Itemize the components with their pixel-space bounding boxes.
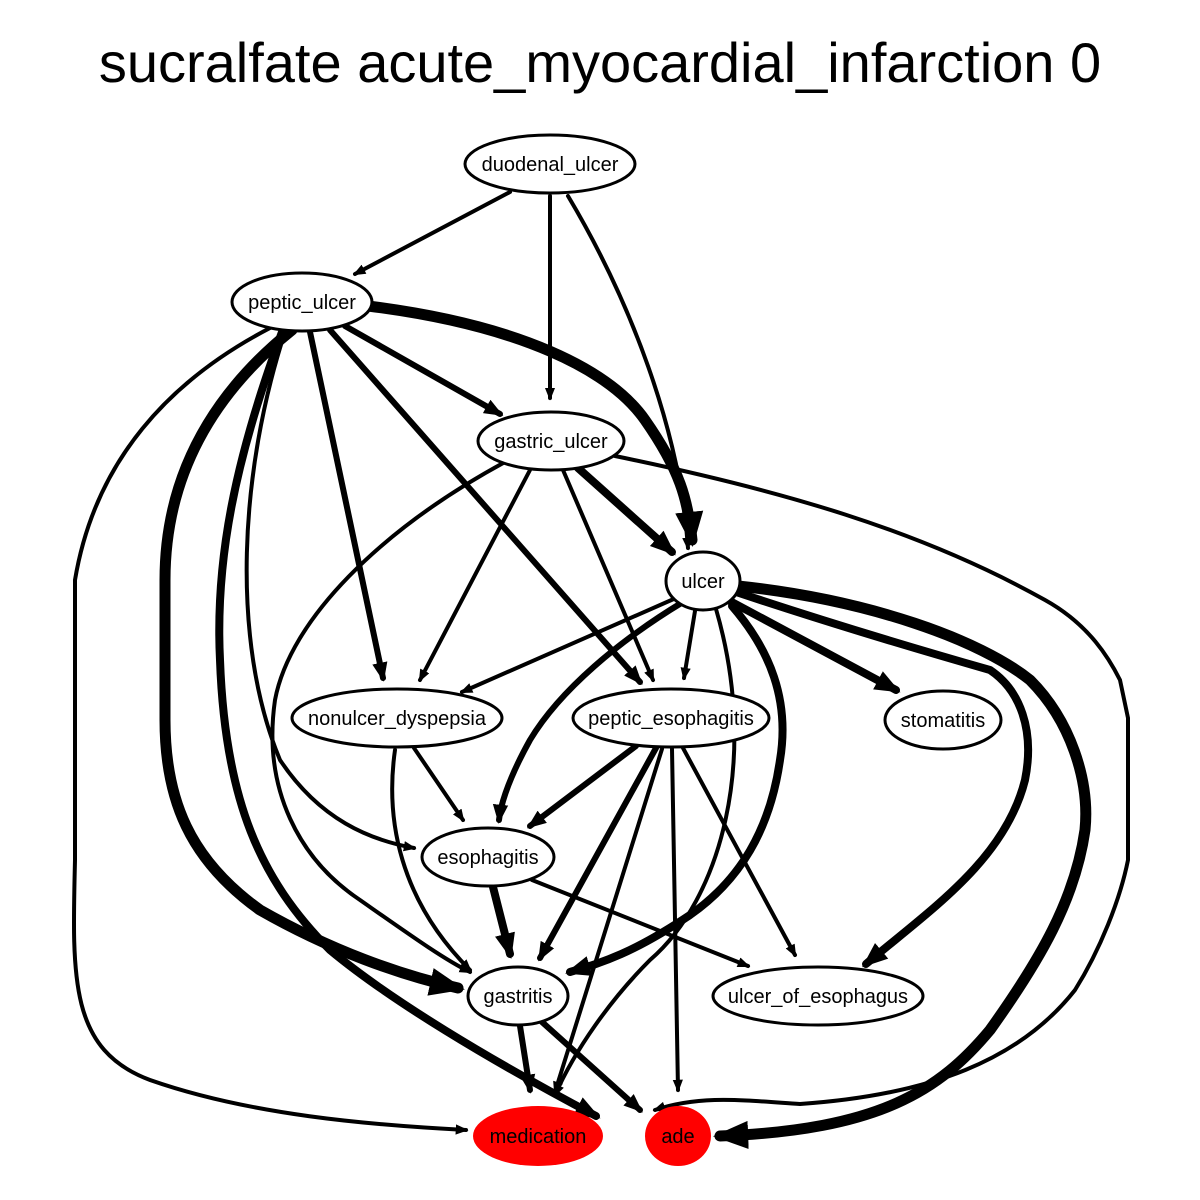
- edge-peptic-esophagitis-to-gastritis: [537, 745, 659, 962]
- node-peptic-esophagitis: peptic_esophagitis: [571, 687, 771, 749]
- node-shape: [466, 965, 570, 1027]
- edge-ulcer-to-medication: [553, 607, 737, 1098]
- edge-peptic-ulcer-to-gastritis: [159, 324, 465, 996]
- edge-peptic-ulcer-to-nonulcer-dyspepsia: [307, 329, 388, 682]
- node-shape: [571, 687, 771, 749]
- node-duodenal-ulcer: duodenal_ulcer: [463, 133, 637, 195]
- edge-esophagitis-to-ulcer-of-esophagus: [530, 878, 751, 968]
- edge-esophagitis-to-gastritis: [489, 883, 515, 959]
- edge-gastritis-to-ade: [539, 1019, 643, 1113]
- edge-peptic-ulcer-to-peptic-esophagitis: [327, 327, 643, 685]
- edge-ulcer-to-peptic-esophagitis: [680, 609, 697, 681]
- edge-gastric-ulcer-to-nonulcer-dyspepsia: [418, 468, 532, 683]
- edge-ulcer-to-stomatitis: [724, 596, 901, 694]
- node-shape: [645, 1106, 711, 1166]
- node-shape: [230, 271, 374, 333]
- edge-peptic-ulcer-to-ulcer: [362, 300, 704, 548]
- edge-peptic-esophagitis-to-medication: [553, 747, 664, 1095]
- edge-gastric-ulcer-to-gastritis: [270, 460, 507, 974]
- edge-peptic-ulcer-to-medication: [71, 326, 469, 1135]
- node-label: gastritis: [484, 986, 553, 1008]
- edge-ulcer-to-ade: [712, 580, 1092, 1150]
- node-nonulcer-dyspepsia: nonulcer_dyspepsia: [290, 687, 504, 749]
- node-label: ade: [661, 1126, 694, 1148]
- node-label: ulcer: [681, 571, 725, 593]
- node-layer: duodenal_ulcer peptic_ulcer gastric_ulceru…: [230, 133, 1003, 1166]
- edge-peptic-esophagitis-to-ulcer-of-esophagus: [681, 746, 797, 958]
- node-label: duodenal_ulcer: [482, 154, 619, 176]
- node-gastritis: gastritis: [466, 965, 570, 1027]
- node-shape: [290, 687, 504, 749]
- node-label: stomatitis: [901, 710, 985, 732]
- edge-duodenal-ulcer-to-peptic-ulcer: [352, 190, 512, 276]
- edge-ulcer-to-ulcer-of-esophagus: [729, 587, 1032, 968]
- node-ulcer-of-esophagus: ulcer_of_esophagus: [711, 965, 925, 1027]
- node-peptic-ulcer: peptic_ulcer: [230, 271, 374, 333]
- node-label: medication: [490, 1126, 587, 1148]
- node-shape: [463, 133, 637, 195]
- edge-gastric-ulcer-to-peptic-esophagitis: [561, 468, 655, 683]
- node-shape: [664, 550, 742, 612]
- edge-gastric-ulcer-to-ade: [613, 454, 1130, 1112]
- edge-ulcer-to-nonulcer-dyspepsia: [459, 596, 678, 694]
- node-label: peptic_esophagitis: [588, 708, 754, 730]
- node-label: nonulcer_dyspepsia: [308, 708, 487, 730]
- node-stomatitis: stomatitis: [883, 689, 1003, 751]
- edge-ulcer-to-gastritis: [565, 602, 787, 976]
- edge-peptic-ulcer-to-gastric-ulcer: [342, 323, 504, 417]
- edge-nonulcer-dyspepsia-to-esophagitis: [412, 746, 465, 823]
- node-label: ulcer_of_esophagus: [728, 986, 908, 1008]
- edge-peptic-ulcer-to-ade: [215, 328, 601, 1120]
- node-ade: ade: [645, 1106, 711, 1166]
- node-label: gastric_ulcer: [494, 431, 608, 453]
- node-gastric-ulcer: gastric_ulcer: [476, 410, 626, 472]
- node-esophagitis: esophagitis: [420, 826, 556, 888]
- node-shape: [420, 826, 556, 888]
- graph-title: sucralfate acute_myocardial_infarction 0: [99, 31, 1101, 94]
- edge-peptic-esophagitis-to-ade: [670, 747, 683, 1093]
- edge-gastric-ulcer-to-ulcer: [574, 464, 676, 556]
- edge-peptic-esophagitis-to-esophagitis: [526, 743, 639, 829]
- edge-peptic-ulcer-to-esophagitis: [244, 330, 417, 852]
- node-label: peptic_ulcer: [248, 292, 356, 314]
- edge-ulcer-to-esophagitis: [492, 599, 686, 824]
- node-ulcer: ulcer: [664, 550, 742, 612]
- edge-nonulcer-dyspepsia-to-gastritis: [390, 748, 472, 972]
- node-shape: [711, 965, 925, 1027]
- node-shape: [473, 1106, 603, 1166]
- edge-layer: [71, 190, 1130, 1150]
- node-label: esophagitis: [437, 847, 538, 869]
- edge-gastritis-to-medication: [517, 1023, 536, 1094]
- node-medication: medication: [473, 1106, 603, 1166]
- node-shape: [476, 410, 626, 472]
- node-shape: [883, 689, 1003, 751]
